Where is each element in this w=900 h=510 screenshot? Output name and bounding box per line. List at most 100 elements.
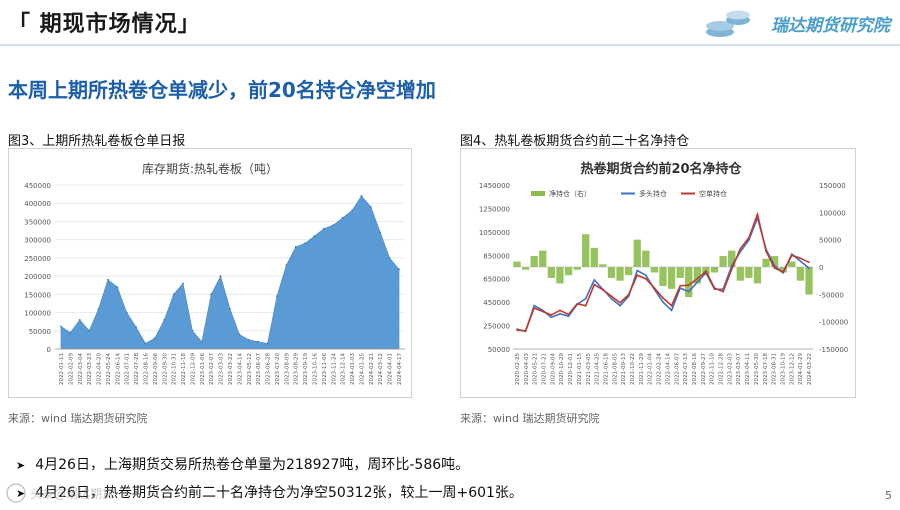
net-position-bar [771, 256, 779, 267]
short-position-line-point [748, 236, 750, 239]
x-tick-label: 2020-12-01 [568, 353, 574, 385]
inventory-point [351, 209, 353, 212]
x-tick-label: 2023-02-03 [727, 353, 733, 385]
legend-swatch-net [531, 191, 545, 196]
inventory-point [116, 286, 119, 288]
long-position-line-point [799, 260, 802, 262]
x-tick-label: 2023-08-31 [772, 353, 778, 385]
x-tick-label: 2023-06-07 [256, 353, 262, 385]
x-tick-label: 2024-01-29 [798, 353, 804, 385]
inventory-point [200, 340, 203, 343]
figure-4-caption: 图4、热轧卷板期货合约前二十名净持仓 [460, 134, 690, 149]
net-position-bar [521, 267, 530, 270]
inventory-point [341, 216, 344, 219]
page-number: 5 [885, 489, 892, 502]
x-tick-label: 2023-10-16 [313, 353, 319, 385]
net-position-bar [736, 267, 744, 281]
inventory-point [60, 325, 62, 328]
net-position-bar [642, 250, 650, 267]
short-position-line-point [602, 289, 604, 291]
long-position-line-point [696, 281, 699, 284]
x-tick-label: 2021-08-05 [612, 353, 618, 385]
inventory-point [219, 275, 222, 278]
short-position-line-point [799, 257, 802, 260]
net-position-bar [556, 267, 564, 284]
x-tick-label: 2022-09-30 [162, 353, 168, 385]
net-position-bar [633, 239, 641, 267]
short-position-line-point [705, 270, 707, 272]
net-position-bar [659, 267, 667, 287]
x-tick-label: 2022-06-14 [115, 353, 121, 385]
x-tick-label: 2021-03-05 [586, 353, 592, 385]
x-tick-label: 2023-09-19 [303, 353, 309, 385]
long-position-line-point [687, 290, 690, 293]
inventory-point [294, 246, 297, 248]
x-tick-label: 2021-01-15 [577, 353, 583, 385]
x-tick-label: 2022-08-16 [144, 353, 150, 385]
x-tick-label: 2023-07-18 [763, 353, 769, 385]
long-position-line-point [808, 267, 810, 269]
net-position-bar [530, 256, 538, 267]
x-tick-label: 2023-03-03 [219, 353, 225, 385]
inventory-point [182, 282, 184, 285]
y-right-tick-label: -50000 [819, 291, 844, 299]
short-position-line-point [696, 277, 699, 280]
y-left-tick-label: 450000 [483, 299, 510, 307]
logo-coin-2 [706, 21, 734, 31]
bullet-arrow-icon: ➤ [16, 459, 26, 472]
short-position-line-point [756, 213, 759, 216]
x-tick-label: 2023-05-30 [754, 353, 760, 385]
net-position-bar [607, 267, 616, 278]
x-tick-label: 2023-12-12 [789, 353, 795, 385]
y-right-tick-label: 0 [819, 264, 823, 272]
inventory-point [322, 227, 325, 230]
long-position-line-point [567, 315, 570, 317]
net-position-bar [788, 261, 796, 267]
y-tick-label: 150000 [24, 291, 51, 299]
watermark-icon [6, 483, 26, 503]
net-position-bar [599, 264, 607, 267]
header-divider [0, 44, 900, 46]
x-tick-label: 2020-09-04 [550, 353, 556, 385]
y-left-tick-label: 850000 [483, 252, 510, 260]
short-position-line-point [765, 250, 767, 252]
company-logo [706, 10, 750, 37]
x-tick-label: 2023-03-22 [228, 353, 234, 385]
y-tick-label: 350000 [24, 218, 51, 226]
x-tick-label: 2022-03-23 [87, 353, 93, 385]
inventory-point [135, 326, 138, 329]
bullet-warehouse-receipt: ➤ 4月26日，上海期货交易所热卷仓单量为218927吨，周环比-586吨。 [16, 454, 469, 474]
x-tick-label: 2022-07-13 [683, 353, 689, 385]
x-tick-label: 2024-03-22 [807, 353, 813, 385]
x-tick-label: 2024-03-12 [378, 353, 384, 385]
y-tick-label: 50000 [29, 328, 51, 336]
inventory-point [144, 342, 147, 345]
net-position-bar [728, 250, 736, 267]
watermark: 头条@瑞达期货 [6, 483, 114, 503]
x-tick-label: 2024-04-01 [388, 353, 394, 385]
x-tick-label: 2023-08-29 [294, 353, 300, 385]
long-position-line-point [610, 297, 613, 300]
x-tick-label: 2021-09-13 [621, 353, 627, 385]
inventory-point [266, 342, 269, 345]
long-position-line-point [670, 309, 673, 312]
x-tick-label: 2023-11-24 [331, 353, 337, 385]
inventory-point [398, 268, 400, 271]
x-tick-label: 2022-07-28 [134, 353, 140, 385]
short-position-line-point [713, 287, 716, 289]
y-left-tick-label: 1050000 [479, 229, 510, 237]
inventory-point [125, 311, 128, 314]
net-position-bar [582, 234, 590, 267]
x-tick-label: 2022-08-16 [692, 353, 698, 385]
logo-text: 瑞达期货研究院 [771, 16, 890, 36]
x-tick-label: 2022-02-24 [657, 353, 663, 385]
page-title: 「 期现市场情况」 [8, 12, 201, 37]
short-position-line-point [739, 248, 742, 250]
inventory-point [313, 235, 316, 237]
inventory-point [379, 231, 382, 234]
short-position-line-point [584, 304, 587, 307]
x-tick-label: 2023-04-14 [237, 353, 243, 385]
short-position-line-point [550, 314, 553, 316]
inventory-point [153, 337, 156, 339]
